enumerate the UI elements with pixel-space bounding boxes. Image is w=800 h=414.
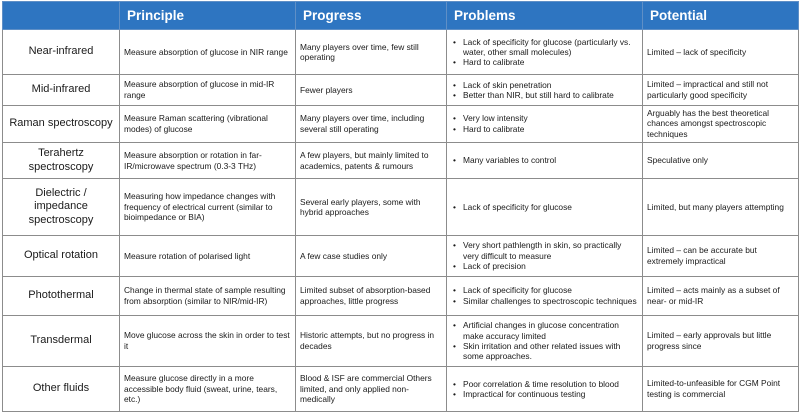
problems-cell: Lack of specificity for glucose bbox=[446, 178, 643, 236]
problem-item: Hard to calibrate bbox=[451, 124, 638, 135]
progress-cell: A few case studies only bbox=[295, 234, 447, 277]
problems-cell: Lack of specificity for glucose (particu… bbox=[446, 28, 643, 76]
problems-list: Poor correlation & time resolution to bl… bbox=[451, 379, 638, 400]
progress-cell: Several early players, some with hybrid … bbox=[295, 178, 447, 236]
problem-item: Skin irritation and other related issues… bbox=[451, 341, 638, 362]
problems-list: Lack of skin penetration Better than NIR… bbox=[451, 80, 638, 101]
problems-cell: Many variables to control bbox=[446, 141, 643, 180]
principle-cell: Measure glucose directly in a more acces… bbox=[119, 365, 296, 413]
problem-item: Impractical for continuous testing bbox=[451, 389, 638, 400]
problems-cell: Lack of specificity for glucose Similar … bbox=[446, 275, 643, 316]
principle-cell: Measuring how impedance changes with fre… bbox=[119, 178, 296, 236]
problem-item: Artificial changes in glucose concentrat… bbox=[451, 320, 638, 341]
table-row: Transdermal Move glucose across the skin… bbox=[2, 314, 799, 367]
problem-item: Lack of skin penetration bbox=[451, 80, 638, 91]
problems-list: Artificial changes in glucose concentrat… bbox=[451, 320, 638, 361]
principle-cell: Measure absorption of glucose in NIR ran… bbox=[119, 28, 296, 76]
potential-cell: Limited, but many players attempting bbox=[642, 178, 799, 236]
potential-cell: Limited – lack of specificity bbox=[642, 28, 799, 76]
problems-list: Many variables to control bbox=[451, 155, 638, 166]
problem-item: Lack of specificity for glucose (particu… bbox=[451, 37, 638, 58]
progress-cell: Historic attempts, but no progress in de… bbox=[295, 314, 447, 367]
method-cell: Optical rotation bbox=[2, 234, 120, 277]
problems-cell: Artificial changes in glucose concentrat… bbox=[446, 314, 643, 367]
table-row: Dielectric / impedance spectroscopy Meas… bbox=[2, 178, 799, 236]
table-row: Terahertz spectroscopy Measure absorptio… bbox=[2, 141, 799, 180]
method-cell: Mid-infrared bbox=[2, 74, 120, 106]
table-row: Other fluids Measure glucose directly in… bbox=[2, 365, 799, 413]
method-cell: Terahertz spectroscopy bbox=[2, 141, 120, 180]
method-cell: Dielectric / impedance spectroscopy bbox=[2, 178, 120, 236]
problem-item: Poor correlation & time resolution to bl… bbox=[451, 379, 638, 390]
table-row: Near-infrared Measure absorption of gluc… bbox=[2, 28, 799, 76]
table-row: Mid-infrared Measure absorption of gluco… bbox=[2, 74, 799, 106]
potential-cell: Limited – early approvals but little pro… bbox=[642, 314, 799, 367]
principle-cell: Change in thermal state of sample result… bbox=[119, 275, 296, 316]
progress-cell: Blood & ISF are commercial Others limite… bbox=[295, 365, 447, 413]
header-principle: Principle bbox=[119, 1, 296, 30]
potential-cell: Arguably has the best theoretical chance… bbox=[642, 104, 799, 143]
problems-list: Very short pathlength in skin, so practi… bbox=[451, 240, 638, 271]
problems-list: Lack of specificity for glucose Similar … bbox=[451, 285, 638, 306]
principle-cell: Measure Raman scattering (vibrational mo… bbox=[119, 104, 296, 143]
method-cell: Transdermal bbox=[2, 314, 120, 367]
header-potential: Potential bbox=[642, 1, 799, 30]
problems-cell: Very low intensity Hard to calibrate bbox=[446, 104, 643, 143]
problems-list: Lack of specificity for glucose bbox=[451, 202, 638, 213]
header-problems: Problems bbox=[446, 1, 643, 30]
progress-cell: Fewer players bbox=[295, 74, 447, 106]
problems-cell: Poor correlation & time resolution to bl… bbox=[446, 365, 643, 413]
method-cell: Photothermal bbox=[2, 275, 120, 316]
progress-cell: Limited subset of absorption-based appro… bbox=[295, 275, 447, 316]
problem-item: Similar challenges to spectroscopic tech… bbox=[451, 296, 638, 307]
problem-item: Lack of specificity for glucose bbox=[451, 202, 638, 213]
progress-cell: Many players over time, including severa… bbox=[295, 104, 447, 143]
problem-item: Better than NIR, but still hard to calib… bbox=[451, 90, 638, 101]
principle-cell: Move glucose across the skin in order to… bbox=[119, 314, 296, 367]
potential-cell: Limited – acts mainly as a subset of nea… bbox=[642, 275, 799, 316]
table-row: Raman spectroscopy Measure Raman scatter… bbox=[2, 104, 799, 143]
potential-cell: Limited-to-unfeasible for CGM Point test… bbox=[642, 365, 799, 413]
method-cell: Other fluids bbox=[2, 365, 120, 413]
table-row: Photothermal Change in thermal state of … bbox=[2, 275, 799, 316]
principle-cell: Measure absorption or rotation in far-IR… bbox=[119, 141, 296, 180]
progress-cell: Many players over time, few still operat… bbox=[295, 28, 447, 76]
method-cell: Near-infrared bbox=[2, 28, 120, 76]
problem-item: Very short pathlength in skin, so practi… bbox=[451, 240, 638, 261]
problem-item: Hard to calibrate bbox=[451, 57, 638, 68]
problem-item: Very low intensity bbox=[451, 113, 638, 124]
problems-cell: Very short pathlength in skin, so practi… bbox=[446, 234, 643, 277]
potential-cell: Limited – can be accurate but extremely … bbox=[642, 234, 799, 277]
problems-list: Lack of specificity for glucose (particu… bbox=[451, 37, 638, 68]
header-method bbox=[2, 1, 120, 30]
problem-item: Lack of precision bbox=[451, 261, 638, 272]
potential-cell: Speculative only bbox=[642, 141, 799, 180]
header-row: Principle Progress Problems Potential bbox=[2, 1, 799, 30]
problem-item: Lack of specificity for glucose bbox=[451, 285, 638, 296]
table-row: Optical rotation Measure rotation of pol… bbox=[2, 234, 799, 277]
principle-cell: Measure absorption of glucose in mid-IR … bbox=[119, 74, 296, 106]
problems-list: Very low intensity Hard to calibrate bbox=[451, 113, 638, 134]
potential-cell: Limited – impractical and still not part… bbox=[642, 74, 799, 106]
progress-cell: A few players, but mainly limited to aca… bbox=[295, 141, 447, 180]
problem-item: Many variables to control bbox=[451, 155, 638, 166]
principle-cell: Measure rotation of polarised light bbox=[119, 234, 296, 277]
problems-cell: Lack of skin penetration Better than NIR… bbox=[446, 74, 643, 106]
method-cell: Raman spectroscopy bbox=[2, 104, 120, 143]
header-progress: Progress bbox=[295, 1, 447, 30]
